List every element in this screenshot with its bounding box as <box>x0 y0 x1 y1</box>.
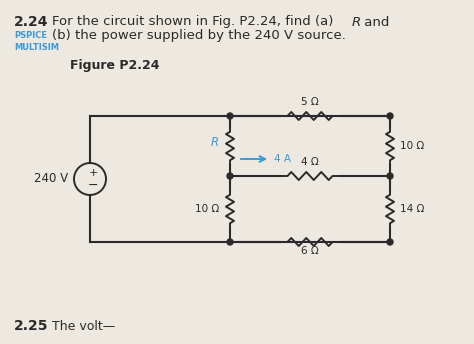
Text: 2.25: 2.25 <box>14 319 48 333</box>
Text: (b) the power supplied by the 240 V source.: (b) the power supplied by the 240 V sour… <box>52 30 346 43</box>
Text: PSPICE: PSPICE <box>14 32 47 41</box>
Text: 14 Ω: 14 Ω <box>400 204 424 214</box>
Text: 4 A: 4 A <box>274 154 291 164</box>
Text: 6 Ω: 6 Ω <box>301 246 319 256</box>
Text: MULTISIM: MULTISIM <box>14 43 59 53</box>
Circle shape <box>227 173 233 179</box>
Text: R: R <box>352 15 361 29</box>
Text: 10 Ω: 10 Ω <box>400 141 424 151</box>
Text: 2.24: 2.24 <box>14 15 48 29</box>
Text: −: − <box>88 179 98 192</box>
Text: Figure P2.24: Figure P2.24 <box>70 60 159 73</box>
Circle shape <box>387 113 393 119</box>
Circle shape <box>387 239 393 245</box>
Text: and: and <box>360 15 389 29</box>
Circle shape <box>227 113 233 119</box>
Circle shape <box>227 239 233 245</box>
Text: 4 Ω: 4 Ω <box>301 157 319 167</box>
Text: 240 V: 240 V <box>34 172 68 185</box>
Text: For the circuit shown in Fig. P2.24, find (a): For the circuit shown in Fig. P2.24, fin… <box>52 15 337 29</box>
Text: The volt—: The volt— <box>52 320 115 333</box>
Text: R: R <box>211 136 219 149</box>
Text: +: + <box>88 168 98 178</box>
Circle shape <box>387 173 393 179</box>
Text: 5 Ω: 5 Ω <box>301 97 319 107</box>
Text: 10 Ω: 10 Ω <box>195 204 219 214</box>
